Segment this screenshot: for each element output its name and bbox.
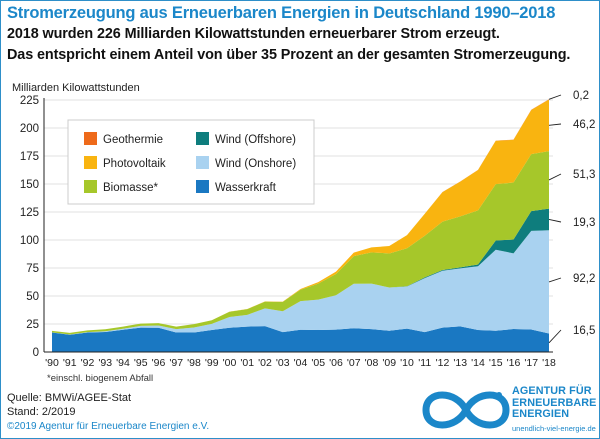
legend-label-biomasse: Biomasse* (103, 182, 158, 194)
y-tick-label: 125 (20, 207, 39, 219)
x-tick-label: '17 (524, 357, 538, 369)
x-tick-label: '03 (276, 357, 290, 369)
page-title: Stromerzeugung aus Erneuerbaren Energien… (7, 4, 556, 22)
legend-label-photovoltaik: Photovoltaik (103, 158, 166, 170)
legend-box (67, 119, 315, 205)
end-label-wind-onshore: 92,2 (573, 273, 595, 285)
series-area-wind-onshore (52, 230, 549, 335)
series-area-wasserkraft (52, 326, 549, 352)
y-tick-label: 50 (26, 291, 39, 303)
x-tick-label: '08 (365, 357, 379, 369)
infinity-logo-icon (422, 391, 510, 429)
legend-swatch-wasserkraft (196, 180, 209, 193)
x-tick-label: '00 (223, 357, 237, 369)
x-tick-label: '16 (507, 357, 521, 369)
x-tick-label: '10 (400, 357, 414, 369)
end-label-photovoltaik: 46,2 (573, 119, 595, 131)
x-tick-label: '90 (45, 357, 59, 369)
logo-wordmark: AGENTUR FÜR ERNEUERBARE ENERGIEN (512, 385, 597, 421)
end-label-leader (548, 329, 562, 344)
legend-label-wind-offshore: Wind (Offshore) (215, 134, 296, 146)
end-label-leader (548, 277, 562, 283)
x-tick-label: '12 (436, 357, 450, 369)
y-tick-label: 0 (33, 347, 39, 359)
x-tick-label: '06 (329, 357, 343, 369)
legend-label-geothermie: Geothermie (103, 134, 163, 146)
x-tick-label: '07 (347, 357, 361, 369)
x-tick-label: '92 (81, 357, 95, 369)
source-text: Quelle: BMWi/AGEE-Stat (7, 392, 132, 404)
legend-swatch-geothermie (84, 132, 97, 145)
x-tick-label: '01 (240, 357, 254, 369)
y-tick-label: 150 (20, 179, 39, 191)
legend-swatch-biomasse (84, 180, 97, 193)
y-axis-label: Milliarden Kilowattstunden (12, 82, 140, 94)
logo-line-1: AGENTUR FÜR (512, 385, 592, 397)
logo-line-3: ENERGIEN (512, 408, 570, 420)
x-tick-label: '09 (382, 357, 396, 369)
stand-text: Stand: 2/2019 (7, 406, 76, 418)
subtitle-line-1: 2018 wurden 226 Milliarden Kilowattstund… (7, 26, 500, 42)
x-tick-label: '15 (489, 357, 503, 369)
x-tick-label: '11 (418, 357, 431, 369)
x-tick-label: '99 (205, 357, 219, 369)
x-tick-label: '02 (258, 357, 272, 369)
y-tick-label: 100 (20, 235, 39, 247)
legend-label-wind-onshore: Wind (Onshore) (215, 158, 296, 170)
end-label-wind-offshore: 19,3 (573, 217, 595, 229)
end-label-leader (548, 94, 562, 100)
logo-line-2: ERNEUERBARE (512, 396, 597, 409)
y-tick-label: 175 (20, 151, 39, 163)
end-label-biomasse: 51,3 (573, 169, 595, 181)
x-tick-label: '95 (134, 357, 148, 369)
x-tick-label: '97 (169, 357, 183, 369)
logo-url: unendlich-viel-energie.de (512, 424, 596, 433)
y-tick-label: 200 (20, 123, 39, 135)
series-area-biomasse (52, 151, 549, 335)
x-tick-label: '14 (471, 357, 485, 369)
x-tick-label: '94 (116, 357, 130, 369)
end-label-wasserkraft: 16,5 (573, 325, 595, 337)
end-label-geothermie: 0,2 (573, 90, 589, 102)
x-tick-label: '96 (152, 357, 166, 369)
subtitle-line-2: Das entspricht einem Anteil von über 35 … (7, 47, 571, 63)
y-tick-label: 225 (20, 95, 39, 107)
end-label-leader (548, 173, 562, 181)
x-tick-label: '18 (542, 357, 556, 369)
footnote: *einschl. biogenem Abfall (47, 373, 154, 384)
y-tick-label: 75 (26, 263, 39, 275)
series-area-photovoltaik (52, 99, 549, 333)
copyright-text: ©2019 Agentur für Erneuerbare Energien e… (7, 421, 210, 432)
x-tick-label: '05 (311, 357, 325, 369)
legend-label-wasserkraft: Wasserkraft (215, 182, 277, 194)
end-label-leader (548, 219, 562, 223)
legend-swatch-photovoltaik (84, 156, 97, 169)
end-label-leader (548, 123, 562, 126)
legend-swatch-wind-onshore (196, 156, 209, 169)
x-tick-label: '91 (63, 357, 77, 369)
legend-swatch-wind-offshore (196, 132, 209, 145)
x-tick-label: '93 (98, 357, 112, 369)
x-tick-label: '04 (294, 357, 308, 369)
x-tick-label: '13 (453, 357, 467, 369)
x-tick-label: '98 (187, 357, 201, 369)
y-tick-label: 25 (26, 319, 39, 331)
